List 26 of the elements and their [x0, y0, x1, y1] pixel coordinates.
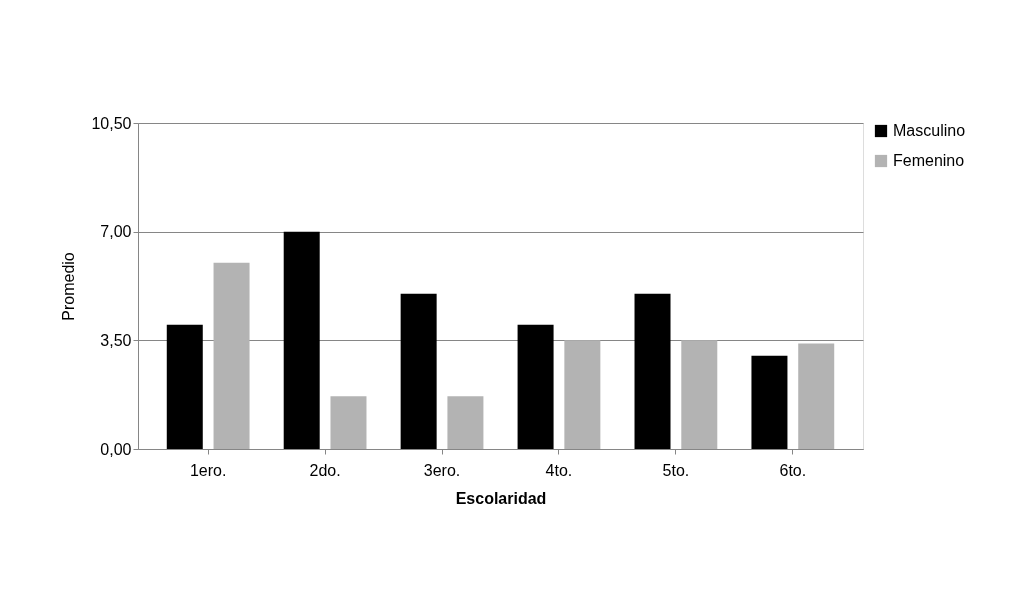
x-tick-label: 3ero.: [423, 461, 461, 479]
y-tick-label: 10,50: [91, 114, 132, 132]
bar: [447, 396, 484, 449]
bar: [213, 262, 250, 449]
y-axis-title: Promedio: [60, 252, 78, 321]
x-tick-label: 1ero.: [189, 461, 227, 479]
bar: [166, 324, 203, 449]
bar: [681, 340, 718, 449]
bar: [751, 355, 788, 449]
bar: [798, 343, 835, 449]
x-tick-label: 4to.: [545, 461, 573, 479]
bar: [634, 293, 671, 449]
bar: [564, 340, 601, 449]
x-tick-label: 5to.: [662, 461, 690, 479]
bar: [330, 396, 367, 449]
x-tick-label: 6to.: [779, 461, 807, 479]
x-tick-label: 2do.: [309, 461, 341, 479]
bar: [517, 324, 554, 449]
legend-label: Femenino: [893, 152, 965, 169]
x-axis-title: Escolaridad: [455, 489, 547, 507]
legend-label: Masculino: [893, 122, 966, 139]
y-tick-label: 7,00: [100, 223, 132, 241]
bar: [283, 231, 320, 449]
y-tick-label: 0,00: [100, 440, 132, 458]
y-tick-label: 3,50: [100, 331, 132, 349]
bar: [400, 293, 437, 449]
